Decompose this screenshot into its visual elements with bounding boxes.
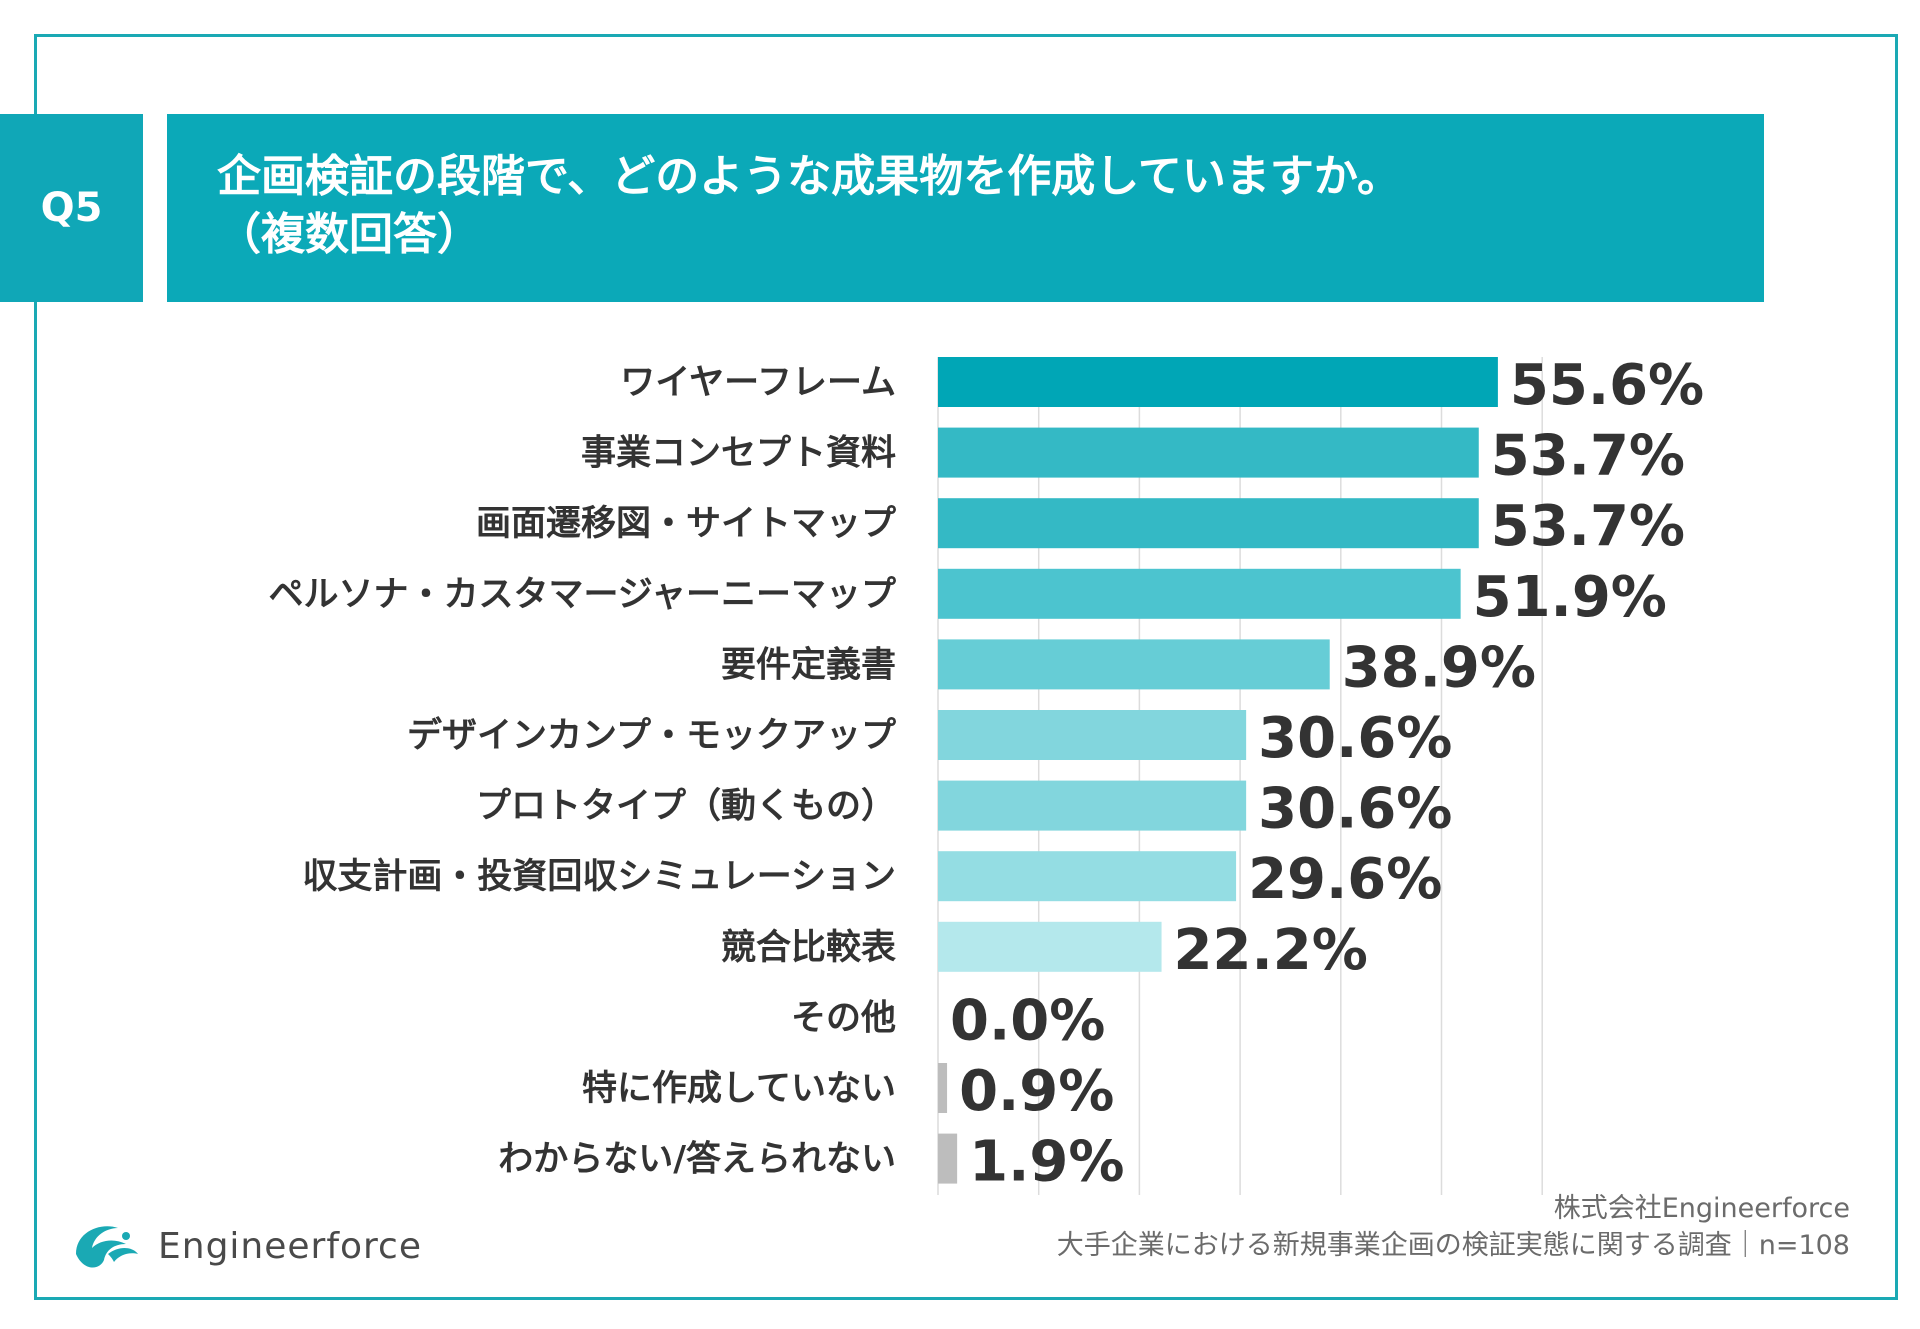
category-label-9: 競合比較表 <box>721 928 896 968</box>
value-label-2: 53.7% <box>1491 424 1685 489</box>
bar-4 <box>938 568 1461 619</box>
category-label-8: 収支計画・投資回収シミュレーション <box>302 857 896 897</box>
question-number: Q5 <box>40 185 103 231</box>
value-label-5: 38.9% <box>1342 635 1536 700</box>
value-label-8: 29.6% <box>1248 847 1442 912</box>
bar-1 <box>938 357 1498 407</box>
category-label-1: ワイヤーフレーム <box>620 363 896 403</box>
bar-5 <box>938 639 1330 690</box>
category-label-6: デザインカンプ・モックアップ <box>407 715 896 756</box>
question-title-line2: （複数回答） <box>217 209 481 260</box>
bar-7 <box>938 780 1247 831</box>
value-label-4: 51.9% <box>1473 565 1667 630</box>
footer-source: 株式会社Engineerforce 大手企業における新規事業企画の検証実態に関す… <box>1057 1190 1850 1264</box>
category-label-11: 特に作成していない <box>582 1069 896 1109</box>
category-label-4: ペルソナ・カスタマージャーニーマップ <box>268 575 896 615</box>
value-label-10: 0.0% <box>950 988 1105 1053</box>
value-label-11: 0.9% <box>959 1059 1114 1124</box>
bar-2 <box>938 427 1479 478</box>
footer-survey: 大手企業における新規事業企画の検証実態に関する調査｜n=108 <box>1056 1230 1850 1261</box>
category-label-3: 画面遷移図・サイトマップ <box>476 504 896 544</box>
value-label-6: 30.6% <box>1258 706 1452 771</box>
brand-name: Engineerforce <box>158 1225 422 1267</box>
value-label-7: 30.6% <box>1258 777 1452 842</box>
category-label-2: 事業コンセプト資料 <box>581 434 896 474</box>
value-label-3: 53.7% <box>1491 494 1685 559</box>
question-badge: Q5 <box>0 114 143 302</box>
bar-12 <box>938 1133 958 1184</box>
seagull-wave-icon <box>76 1226 138 1268</box>
brand-logo: Engineerforce <box>70 1214 422 1278</box>
footer-company: 株式会社Engineerforce <box>1553 1193 1850 1224</box>
question-title-line1: 企画検証の段階で、どのような成果物を作成していますか。 <box>217 151 1402 202</box>
category-label-10: その他 <box>791 998 896 1038</box>
bar-6 <box>938 710 1247 760</box>
bar-8 <box>938 851 1237 902</box>
category-label-5: 要件定義書 <box>721 645 896 685</box>
value-label-12: 1.9% <box>969 1130 1124 1195</box>
bar-3 <box>938 498 1479 549</box>
value-label-9: 22.2% <box>1174 918 1368 983</box>
bar-9 <box>938 921 1162 972</box>
bar-11 <box>938 1063 948 1113</box>
outer-frame <box>34 34 1898 1300</box>
category-label-7: プロトタイプ（動くもの） <box>476 787 896 827</box>
category-label-12: わからない/答えられない <box>498 1140 896 1180</box>
value-label-1: 55.6% <box>1510 353 1704 418</box>
question-title-bar: 企画検証の段階で、どのような成果物を作成していますか。 （複数回答） <box>167 114 1764 302</box>
